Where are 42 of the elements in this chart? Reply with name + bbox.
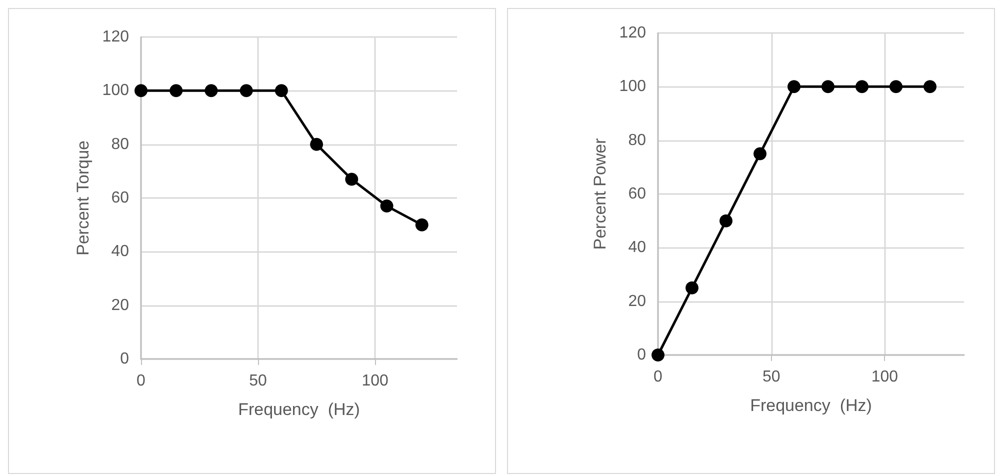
point	[170, 84, 183, 98]
point	[822, 80, 834, 94]
point	[380, 200, 394, 213]
y-tick-label: 80	[111, 136, 130, 153]
point	[204, 84, 218, 98]
point	[310, 138, 324, 151]
point	[686, 281, 698, 294]
point	[788, 80, 800, 94]
point	[754, 147, 766, 160]
point	[924, 80, 936, 94]
x-tick-label: 0	[654, 368, 663, 386]
point	[134, 84, 148, 98]
point	[415, 218, 428, 232]
x-tick-label: 50	[762, 368, 780, 386]
y-tick-label: 20	[111, 296, 130, 314]
y-axis-title: Percent Power	[590, 138, 610, 250]
point	[890, 80, 902, 94]
x-tick-label: 0	[136, 372, 146, 390]
y-tick-label: 40	[628, 239, 646, 256]
y-tick-label: 120	[619, 24, 646, 42]
x-tick-label: 50	[249, 372, 268, 390]
x-axis-title: Frequency (Hz)	[238, 400, 360, 419]
point	[652, 348, 664, 362]
point	[856, 80, 868, 94]
y-axis-title: Percent Torque	[73, 140, 92, 256]
y-tick-label: 100	[102, 82, 130, 100]
y-tick-label: 100	[619, 78, 646, 96]
x-tick-label: 100	[362, 372, 389, 390]
y-tick-label: 80	[628, 132, 646, 149]
point	[240, 84, 253, 98]
y-tick-label: 0	[637, 346, 646, 364]
y-tick-label: 40	[111, 243, 130, 260]
y-tick-label: 20	[628, 292, 646, 310]
x-axis-title: Frequency (Hz)	[750, 396, 872, 415]
y-tick-label: 0	[120, 350, 130, 368]
y-tick-label: 60	[628, 186, 646, 202]
x-tick-label: 100	[871, 368, 898, 386]
point	[720, 214, 732, 228]
point	[274, 84, 288, 98]
point	[345, 172, 358, 186]
y-tick-label: 120	[102, 28, 130, 46]
y-tick-label: 60	[111, 190, 130, 206]
